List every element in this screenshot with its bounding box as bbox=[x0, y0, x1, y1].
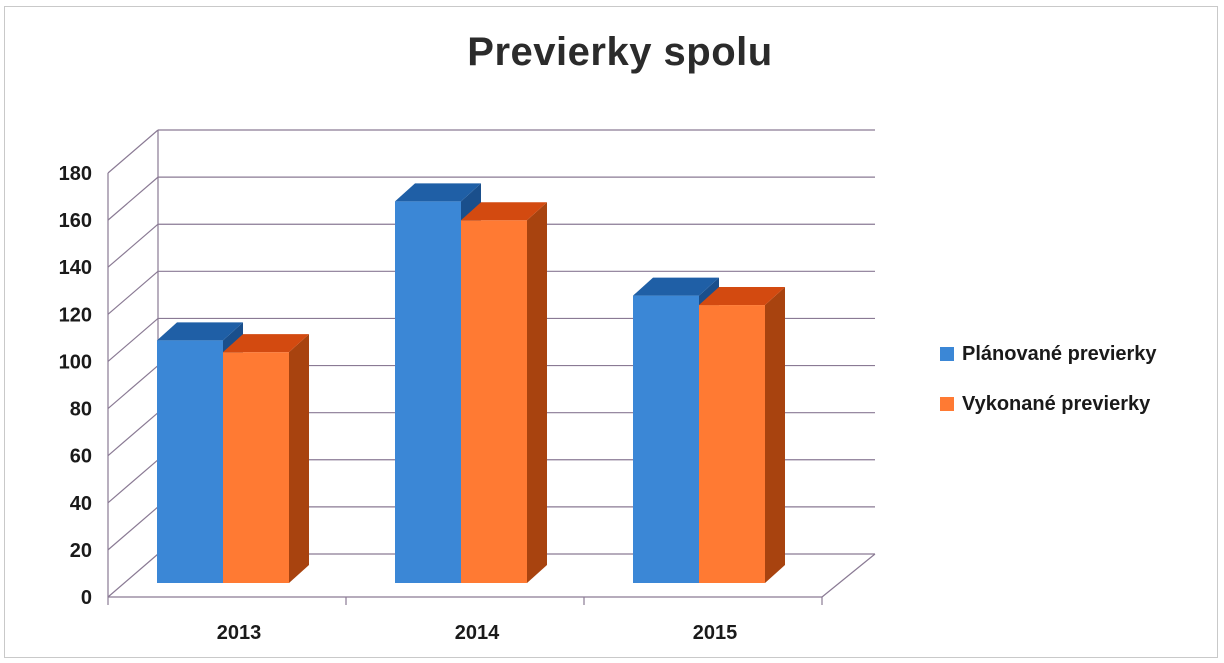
y-tick-label: 0 bbox=[81, 587, 92, 609]
grid-diagonal bbox=[107, 176, 159, 221]
bar-planned-2014-top bbox=[395, 183, 481, 202]
bar-done-2014 bbox=[461, 220, 527, 583]
legend-item-planned: Plánované previerky bbox=[940, 340, 1157, 368]
y-tick-label: 180 bbox=[59, 163, 92, 185]
x-tick-label: 2014 bbox=[455, 622, 500, 644]
grid-diagonal bbox=[107, 553, 159, 598]
floor-edge bbox=[821, 553, 876, 598]
x-tick-label: 2015 bbox=[693, 622, 738, 644]
bar-planned-2015 bbox=[633, 295, 699, 583]
grid-diagonal bbox=[107, 317, 159, 362]
bar-planned-2015-top bbox=[633, 277, 719, 296]
grid-diagonal bbox=[107, 459, 159, 504]
y-tick-label: 140 bbox=[59, 257, 92, 279]
grid-diagonal bbox=[107, 129, 159, 174]
bar-planned-2013 bbox=[157, 340, 223, 583]
grid-diagonal bbox=[107, 270, 159, 315]
bar-planned-2014 bbox=[395, 201, 461, 583]
grid-diagonal bbox=[107, 223, 159, 268]
legend-label-planned: Plánované previerky bbox=[962, 342, 1157, 365]
legend-label-done: Vykonané previerky bbox=[962, 392, 1151, 415]
bar-done-2013-top bbox=[223, 334, 309, 353]
grid-diagonal bbox=[107, 365, 159, 410]
chart-title: Previerky spolu bbox=[467, 30, 773, 74]
x-tick-label: 2013 bbox=[217, 622, 262, 644]
bar-done-2015 bbox=[699, 305, 765, 583]
y-tick-label: 100 bbox=[59, 351, 92, 373]
grid-diagonal bbox=[107, 506, 159, 551]
bar-done-2013 bbox=[223, 352, 289, 583]
y-tick-label: 40 bbox=[70, 493, 92, 515]
legend-item-done: Vykonané previerky bbox=[940, 390, 1157, 418]
legend-swatch-done bbox=[940, 397, 954, 411]
y-tick-label: 20 bbox=[70, 540, 92, 562]
y-tick-label: 120 bbox=[59, 304, 92, 326]
bar-planned-2013-top bbox=[157, 322, 243, 341]
bar-done-2015-side bbox=[765, 287, 785, 583]
bar-done-2015-top bbox=[699, 287, 785, 306]
bar-done-2014-top bbox=[461, 202, 547, 221]
legend: Plánované previerky Vykonané previerky bbox=[940, 340, 1157, 440]
y-tick-label: 60 bbox=[70, 446, 92, 468]
y-tick-label: 80 bbox=[70, 399, 92, 421]
legend-swatch-planned bbox=[940, 347, 954, 361]
bar-done-2014-side bbox=[527, 202, 547, 583]
y-tick-label: 160 bbox=[59, 210, 92, 232]
grid-diagonal bbox=[107, 412, 159, 457]
bar-done-2013-side bbox=[289, 334, 309, 583]
